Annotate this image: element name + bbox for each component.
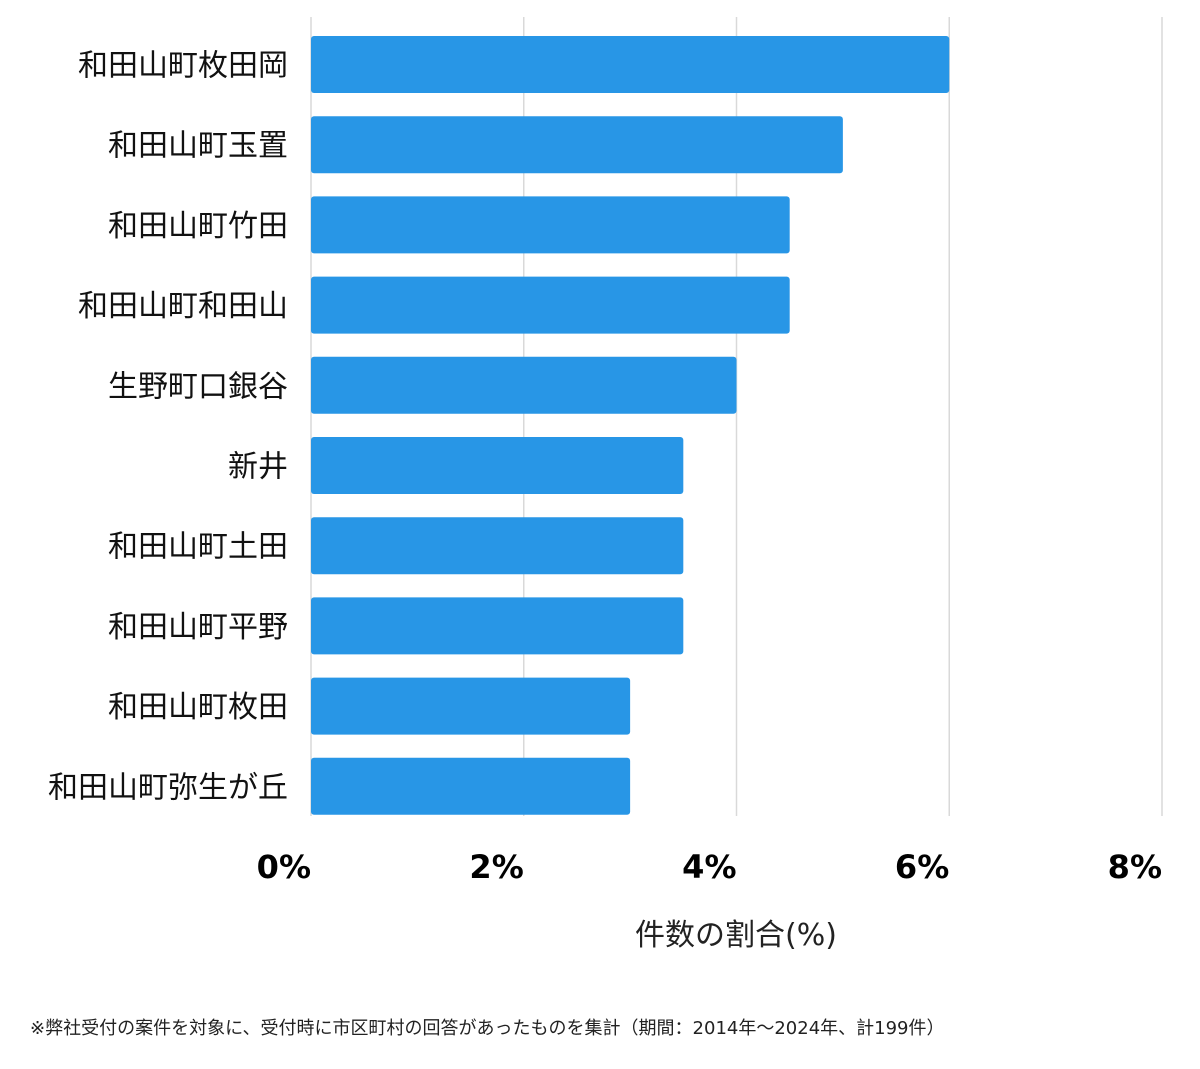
bar-chart: 和田山町枚田岡和田山町玉置和田山町竹田和田山町和田山生野町口銀谷新井和田山町土田… xyxy=(48,17,1163,953)
category-label: 和田山町弥生が丘 xyxy=(48,770,288,805)
category-label: 和田山町和田山 xyxy=(78,289,288,324)
category-label: 和田山町玉置 xyxy=(108,129,288,164)
category-label: 和田山町竹田 xyxy=(108,209,288,244)
x-tick-label: 0% xyxy=(257,848,311,886)
x-axis-title: 件数の割合(%) xyxy=(635,918,837,953)
category-label: 和田山町土田 xyxy=(108,530,288,565)
x-tick-label: 6% xyxy=(895,848,949,886)
x-tick-label: 4% xyxy=(682,848,736,886)
category-label: 新井 xyxy=(228,450,288,485)
bar xyxy=(311,597,684,655)
bar xyxy=(311,276,790,334)
bar xyxy=(311,116,843,174)
footnote: ※弊社受付の案件を対象に、受付時に市区町村の回答があったものを集計（期間：201… xyxy=(30,1018,945,1039)
bar xyxy=(311,36,950,93)
bar xyxy=(311,677,631,735)
bar xyxy=(311,356,737,414)
x-tick-label: 2% xyxy=(469,848,523,886)
bars xyxy=(311,36,950,815)
category-labels: 和田山町枚田岡和田山町玉置和田山町竹田和田山町和田山生野町口銀谷新井和田山町土田… xyxy=(48,49,288,806)
x-tick-labels: 0% 2% 4% 6% 8% xyxy=(257,848,1162,886)
bar xyxy=(311,517,684,575)
category-label: 和田山町枚田岡 xyxy=(78,49,288,84)
category-label: 和田山町枚田 xyxy=(108,690,288,725)
bar xyxy=(311,437,684,494)
category-label: 和田山町平野 xyxy=(108,610,288,645)
bar xyxy=(311,757,631,815)
bar xyxy=(311,196,790,254)
x-tick-label: 8% xyxy=(1108,848,1162,886)
category-label: 生野町口銀谷 xyxy=(108,369,288,404)
